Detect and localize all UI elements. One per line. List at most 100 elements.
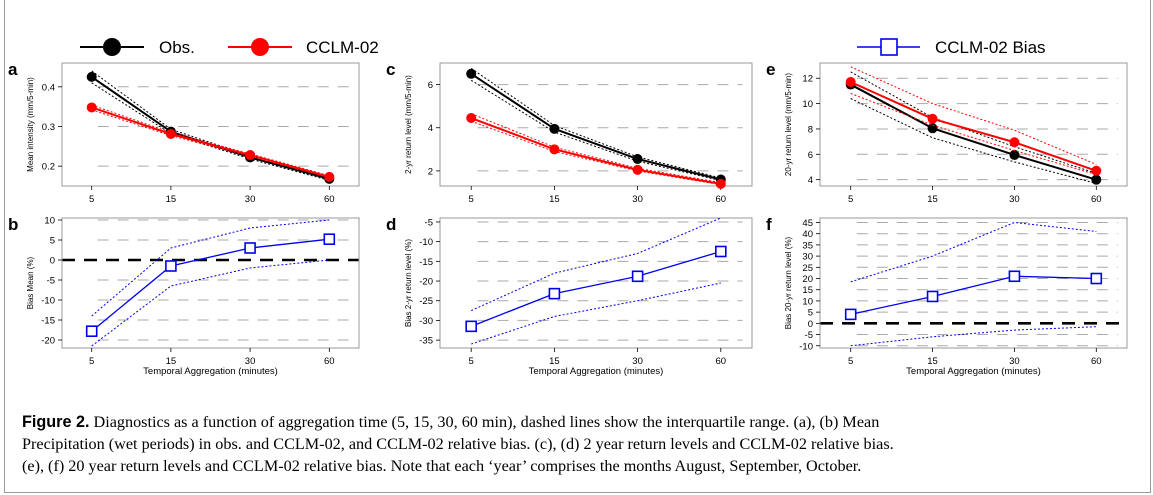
y-tick-label: -5 [425,217,433,228]
legend-model-label: CCLM-02 [306,38,379,57]
data-point [86,102,97,113]
y-tick-label: 6 [428,80,433,91]
series-line [470,72,722,181]
iqr-lower-line [470,79,721,182]
x-tick-label: 15 [549,356,560,367]
data-point [165,129,176,140]
plot-frame [819,62,1128,187]
legend: Obs. CCLM-02 CCLM-02 Bias [80,38,1046,57]
x-tick-label: 15 [549,194,560,205]
panel-b: -20 -15 -10 -5 0 5 10 5 15 30 60 Temporal Aggregati… [8,215,360,377]
y-tick-label: 15 [802,285,813,296]
iqr-lower-line [850,98,1097,184]
x-tick-label: 5 [89,356,94,367]
y-tick-label: 0.2 [42,162,55,173]
caption-line-1: Figure 2. Diagnostics as a function of a… [22,411,1132,433]
x-tick-label: 5 [848,194,853,205]
panel-label-b: b [8,215,18,234]
y-tick-label: 5 [808,308,813,319]
data-point [845,77,856,88]
iqr-lower-line [471,120,721,186]
y-tick-label: -10 [799,341,813,352]
x-axis-label: Temporal Aggregation (minutes) [529,366,664,377]
y-tick-label: 6 [808,150,813,161]
legend-bias-label: CCLM-02 Bias [935,38,1046,57]
figure-charts: Obs. CCLM-02 CCLM-02 Bias 0.2 0.3 0.4 5 15 30… [8,38,1128,377]
y-tick-label: 45 [802,218,813,229]
y-tick-label: 5 [50,236,55,247]
data-point [1090,272,1103,285]
y-axis-label: 20-yr return level (mm/5-min) [784,73,793,176]
plot-frame [819,217,1128,349]
x-tick-label: 30 [1009,356,1020,367]
iqr-upper-line [91,219,330,317]
panel-e: 4 6 8 10 12 5 15 30 60 20-yr return level (mm/5-m… [766,60,1128,205]
y-axis-label: Mean intensity (mm/5-min) [26,77,35,172]
panel-label-d: d [386,215,396,234]
y-tick-label: 25 [802,263,813,274]
y-tick-label: 2 [428,166,433,177]
series-line [470,117,721,185]
y-tick-label: 20 [802,274,813,285]
series-line [850,83,1097,181]
data-point [715,178,726,189]
x-tick-label: 15 [927,356,938,367]
panel-label-c: c [386,60,395,79]
y-tick-label: -5 [47,276,55,287]
x-tick-label: 60 [1091,356,1102,367]
x-tick-label: 30 [632,194,643,205]
y-axis-label: 2-yr return level (mm/5-min) [404,75,413,174]
y-tick-label: 0.3 [42,122,55,133]
data-point [466,68,477,79]
y-tick-label: -25 [419,296,433,307]
iqr-lower-line [850,92,1097,176]
y-tick-label: -10 [41,296,55,307]
x-tick-label: 5 [848,356,853,367]
caption-line-3: (e), (f) 20 year return levels and CCLM-… [22,457,862,475]
series-line [91,106,330,178]
data-point [549,123,560,134]
y-tick-label: 12 [802,74,813,85]
x-tick-label: 30 [632,356,643,367]
series-line [850,275,1097,316]
series-line [91,76,330,180]
y-tick-label: 40 [802,229,813,240]
series-line [91,238,330,332]
y-axis-label: Bias Mean (%) [26,256,35,309]
data-point [632,164,643,175]
panel-a: 0.2 0.3 0.4 5 15 30 60 Mean intensity (mm/5-min… [8,60,360,205]
y-tick-label: 0.4 [42,82,55,93]
y-tick-label: 10 [802,296,813,307]
x-tick-label: 60 [716,194,727,205]
y-tick-label: -20 [41,336,55,347]
legend-obs-label: Obs. [159,38,195,57]
x-tick-label: 15 [166,356,177,367]
y-tick-label: -15 [419,257,433,268]
data-point [165,260,177,272]
y-tick-label: 10 [802,99,813,110]
y-tick-label: 8 [808,124,813,135]
data-point [632,154,643,165]
series-line [470,250,721,327]
data-point [1009,149,1020,160]
data-point [85,325,98,338]
data-point [323,233,336,245]
data-point [631,270,644,283]
data-point [465,320,478,333]
x-tick-label: 30 [1009,194,1020,205]
data-point [926,290,939,303]
iqr-upper-line [850,71,1097,174]
x-tick-label: 15 [927,194,938,205]
y-tick-label: 0 [50,256,55,267]
data-point [927,113,938,124]
y-axis-label: Bias 20-yr return level (%) [784,236,793,329]
panel-label-a: a [8,60,18,79]
y-tick-label: -20 [419,277,433,288]
y-tick-label: 35 [802,240,813,251]
legend-obs-marker [103,38,121,56]
y-tick-label: -15 [41,316,55,327]
data-point [86,71,97,82]
caption-text-1: Diagnostics as a function of aggregation… [93,413,880,431]
